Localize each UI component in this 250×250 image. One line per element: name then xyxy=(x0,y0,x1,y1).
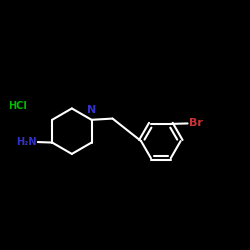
Text: N: N xyxy=(87,105,97,115)
Text: Br: Br xyxy=(188,118,202,128)
Text: H₂N: H₂N xyxy=(16,137,37,147)
Text: HCl: HCl xyxy=(8,102,27,112)
